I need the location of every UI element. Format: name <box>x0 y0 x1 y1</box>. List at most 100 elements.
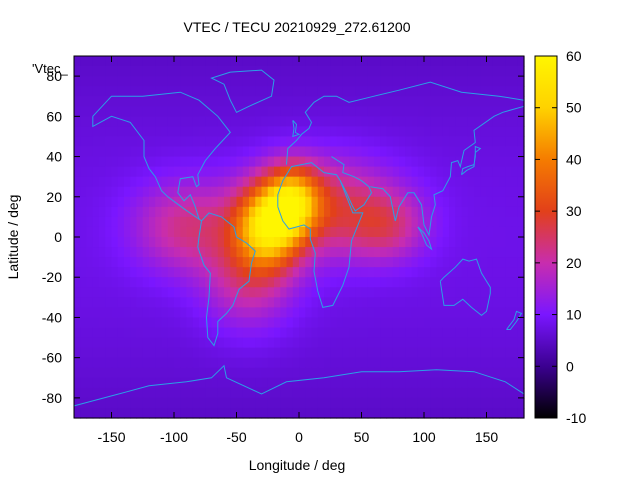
heatmap-cell <box>330 186 338 198</box>
heatmap-cell <box>130 146 138 158</box>
heatmap-cell <box>124 216 131 228</box>
heatmap-cell <box>461 116 469 127</box>
heatmap-cell <box>111 297 119 308</box>
heatmap-cell <box>442 327 450 339</box>
heatmap-cell <box>86 56 94 67</box>
heatmap-cell <box>324 297 331 308</box>
heatmap-cell <box>399 116 406 127</box>
heatmap-cell <box>92 267 100 278</box>
heatmap-cell <box>280 307 288 319</box>
heatmap-cell <box>142 66 150 77</box>
heatmap-cell <box>105 247 113 258</box>
y-tick-label: -80 <box>42 390 62 406</box>
y-tick-label: 80 <box>46 68 62 84</box>
heatmap-cell <box>142 186 150 198</box>
heatmap-cell <box>230 397 238 409</box>
heatmap-cell <box>305 146 313 158</box>
heatmap-cell <box>224 387 231 399</box>
heatmap-cell <box>361 196 369 208</box>
heatmap-cell <box>374 247 381 258</box>
heatmap-cell <box>355 226 363 238</box>
heatmap-cell <box>192 106 200 117</box>
heatmap-cell <box>124 96 131 107</box>
heatmap-cell <box>392 327 400 339</box>
heatmap-cell <box>267 226 275 238</box>
heatmap-cell <box>374 327 381 339</box>
heatmap-cell <box>161 297 169 308</box>
heatmap-cell <box>361 297 369 308</box>
heatmap-cell <box>274 247 281 258</box>
heatmap-cell <box>517 176 525 188</box>
x-tick-label: -50 <box>226 429 246 445</box>
heatmap-cell <box>205 327 213 339</box>
heatmap-cell <box>380 267 388 278</box>
heatmap-cell <box>305 287 313 298</box>
heatmap-cell <box>355 307 363 319</box>
heatmap-cell <box>374 86 381 97</box>
heatmap-cell <box>105 56 113 67</box>
heatmap-cell <box>336 126 344 138</box>
heatmap-cell <box>74 196 81 208</box>
heatmap-cell <box>111 196 119 208</box>
heatmap-cell <box>217 196 225 208</box>
heatmap-cell <box>161 206 169 218</box>
heatmap-cell <box>417 277 425 288</box>
heatmap-cell <box>230 307 238 319</box>
heatmap-cell <box>274 257 281 268</box>
heatmap-cell <box>286 66 294 77</box>
heatmap-cell <box>99 337 106 349</box>
heatmap-cell <box>355 146 363 158</box>
heatmap-cell <box>255 277 263 288</box>
heatmap-cell <box>249 66 256 77</box>
heatmap-cell <box>474 86 481 97</box>
heatmap-cell <box>430 206 438 218</box>
heatmap-cell <box>324 247 331 258</box>
heatmap-cell <box>299 407 306 419</box>
heatmap-cell <box>317 136 325 148</box>
heatmap-cell <box>336 397 344 409</box>
heatmap-cell <box>355 397 363 409</box>
heatmap-cell <box>155 196 163 208</box>
heatmap-cell <box>380 66 388 77</box>
heatmap-cell <box>511 347 519 359</box>
heatmap-cell <box>199 377 206 389</box>
heatmap-cell <box>136 156 144 168</box>
heatmap-cell <box>467 287 475 298</box>
heatmap-cell <box>161 347 169 359</box>
heatmap-cell <box>461 337 469 349</box>
heatmap-cell <box>255 347 263 359</box>
heatmap-cell <box>230 196 238 208</box>
heatmap-cell <box>299 247 306 258</box>
heatmap-cell <box>74 347 81 359</box>
heatmap-cell <box>380 247 388 258</box>
heatmap-cell <box>192 136 200 148</box>
heatmap-cell <box>474 206 481 218</box>
heatmap-cell <box>505 247 513 258</box>
heatmap-cell <box>342 357 350 369</box>
heatmap-cell <box>436 387 444 399</box>
heatmap-cell <box>130 407 138 419</box>
heatmap-cell <box>349 377 356 389</box>
heatmap-cell <box>455 216 463 228</box>
heatmap-cell <box>274 76 281 87</box>
heatmap-cell <box>267 327 275 339</box>
heatmap-cell <box>267 166 275 178</box>
heatmap-cell <box>149 216 156 228</box>
heatmap-cell <box>342 226 350 238</box>
heatmap-cell <box>455 96 463 107</box>
heatmap-cell <box>105 156 113 168</box>
heatmap-cell <box>80 297 88 308</box>
heatmap-cell <box>280 106 288 117</box>
heatmap-cell <box>311 237 319 248</box>
heatmap-cell <box>405 106 413 117</box>
heatmap-cell <box>336 116 344 127</box>
heatmap-cell <box>130 156 138 168</box>
heatmap-cell <box>149 116 156 127</box>
heatmap-cell <box>417 287 425 298</box>
heatmap-cell <box>399 126 406 138</box>
heatmap-cell <box>492 297 500 308</box>
heatmap-cell <box>517 397 525 409</box>
heatmap-cell <box>399 106 406 117</box>
heatmap-cell <box>336 176 344 188</box>
heatmap-cell <box>130 66 138 77</box>
